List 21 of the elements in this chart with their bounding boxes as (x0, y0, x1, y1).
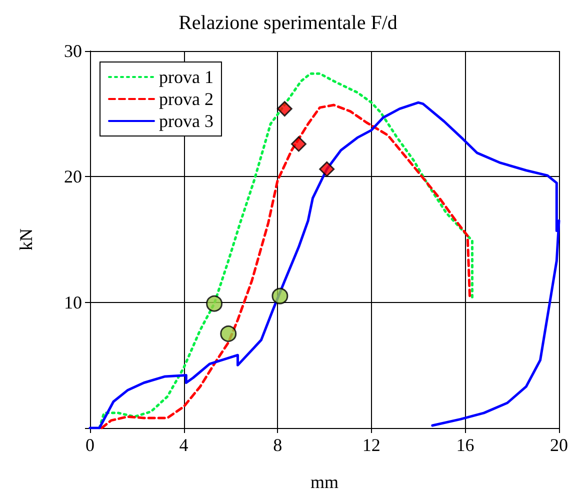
y-axis-title: kN (16, 228, 36, 250)
legend-label: prova 3 (159, 111, 214, 131)
x-tick-label: 0 (86, 435, 94, 455)
legend-label: prova 1 (159, 67, 214, 87)
x-axis-title: mm (310, 472, 339, 492)
point (220, 326, 237, 342)
point (319, 161, 335, 177)
x-tick-label: 16 (456, 435, 474, 455)
point (290, 136, 306, 152)
y-tick-label: 20 (64, 166, 82, 187)
y-tick-label: 10 (64, 292, 82, 312)
y-tick-label: 30 (64, 41, 82, 61)
point (276, 101, 292, 117)
legend-label: prova 2 (159, 89, 214, 109)
x-tick-label: 4 (179, 435, 188, 455)
x-tick-label: 8 (273, 435, 282, 455)
chart-title: Relazione sperimentale F/d (178, 12, 398, 34)
x-tick-label: 12 (362, 435, 380, 455)
point (206, 295, 223, 312)
point (272, 288, 288, 304)
x-tick-label: 20 (550, 435, 568, 455)
